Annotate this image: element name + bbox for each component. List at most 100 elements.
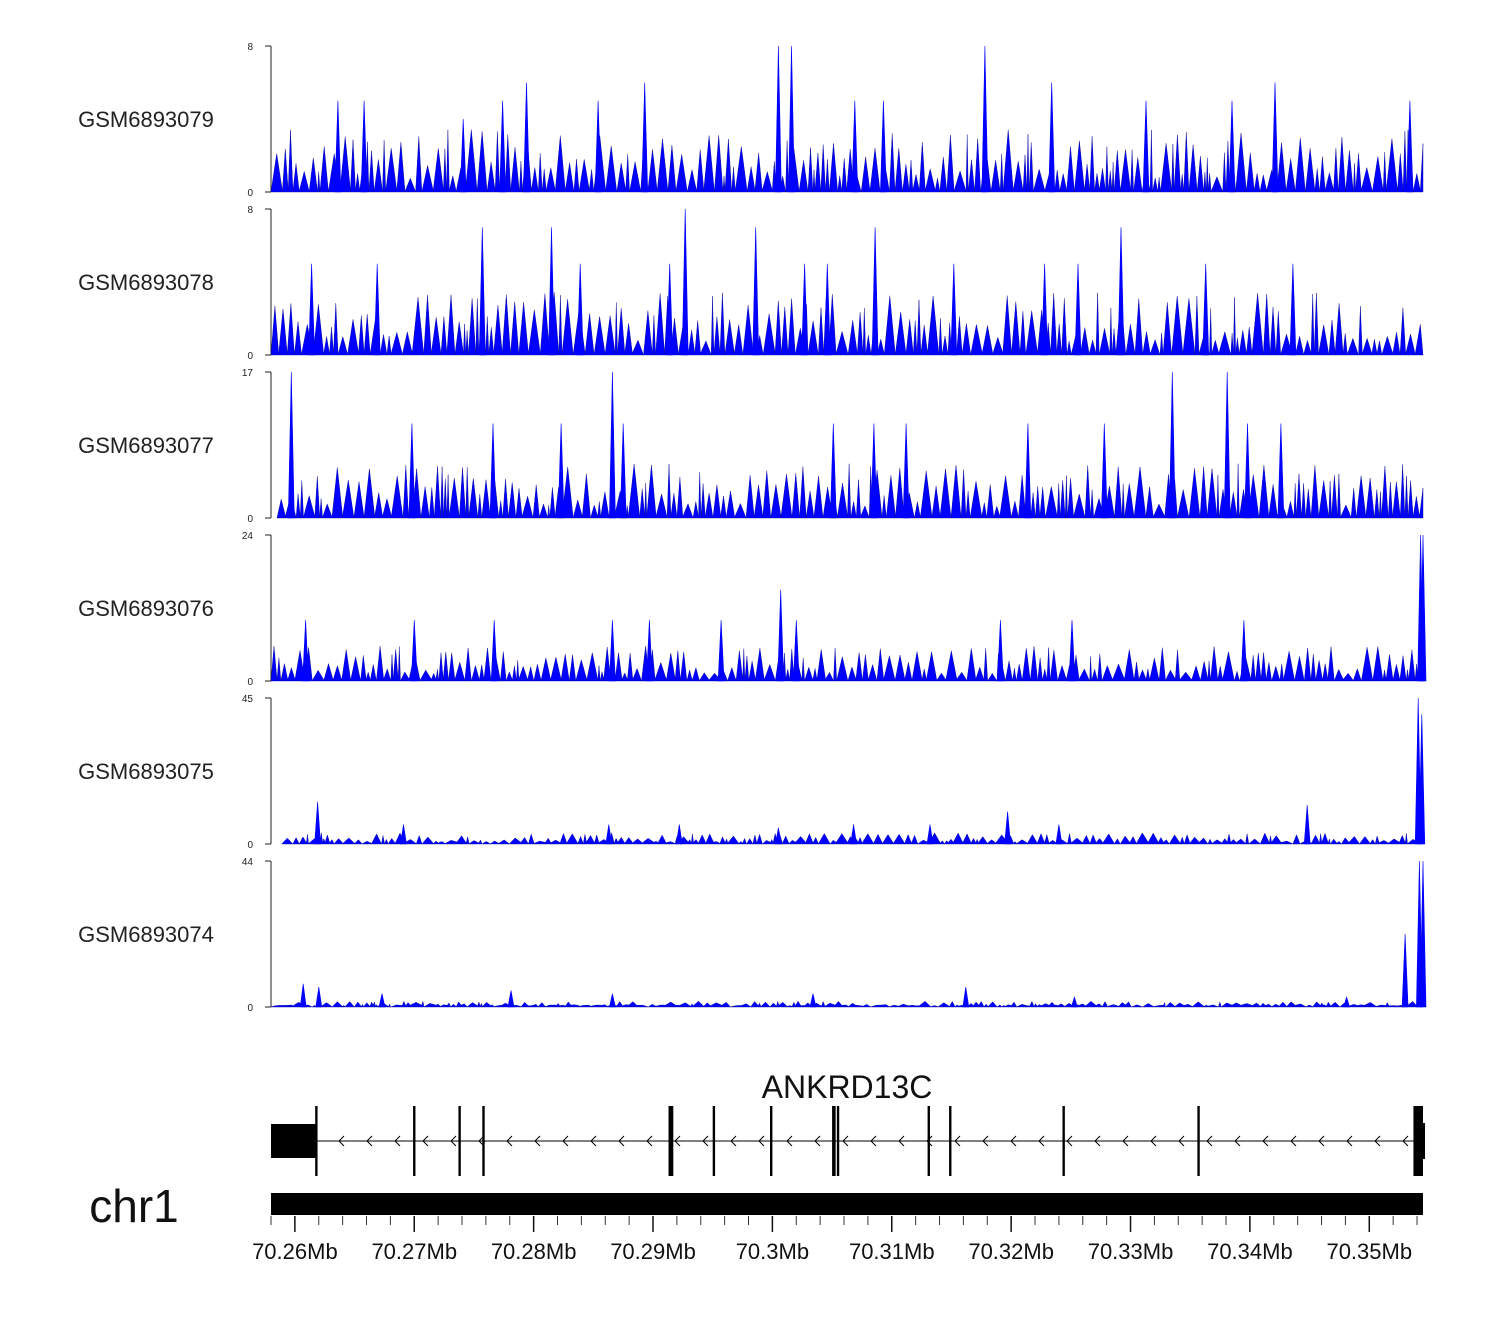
gene-exon [1420,1123,1425,1159]
coverage-peak [666,263,674,356]
coverage-peak [962,987,970,1008]
coverage-peak [1100,423,1108,519]
strand-arrow-icon [450,1135,457,1147]
y-tick-label-min: 0 [247,188,253,199]
strand-arrow-icon [1374,1135,1381,1147]
gene-exon [458,1106,461,1176]
strand-arrow-icon [590,1135,597,1147]
coverage-peak [1168,371,1176,519]
track-GSM6893078: GSM6893078 8 0 [78,205,1424,362]
y-tick-label-max: 8 [247,205,253,216]
gene-exon [271,1124,317,1158]
chromosome-label: chr1 [89,1180,178,1232]
coverage-peak [851,100,859,193]
strand-arrow-icon [898,1135,905,1147]
coverage-peak [1228,100,1236,193]
strand-arrow-icon [366,1135,373,1147]
track-label: GSM6893079 [78,107,214,132]
coverage-peak [1418,714,1426,845]
coverage-peak [1277,423,1285,519]
y-tick-label-max: 17 [242,368,254,379]
y-tick-label-max: 8 [247,42,253,53]
coverage-peak [829,423,837,519]
coverage-peak [880,100,887,193]
coverage-peak [871,227,879,356]
coverage-peak [360,100,368,193]
strand-arrow-icon [506,1135,513,1147]
coverage-peak [788,45,795,193]
gene-exon [949,1106,952,1176]
strand-arrow-icon [702,1135,709,1147]
strand-arrow-icon [758,1135,765,1147]
gene-exon [1062,1106,1065,1176]
y-tick-label-max: 45 [242,694,254,705]
coverage-peak [1074,263,1082,356]
strand-arrow-icon [730,1135,737,1147]
coverage-peak [334,100,342,193]
coverage-peak [548,227,555,356]
gene-name-label: ANKRD13C [762,1069,933,1105]
coverage-peak [681,208,689,356]
strand-arrow-icon [1402,1135,1409,1147]
strand-arrow-icon [394,1135,401,1147]
coverage-peak [902,423,910,519]
x-tick-label: 70.27Mb [371,1239,457,1264]
track-GSM6893076: GSM6893076 24 0 [78,531,1427,688]
gene-exon [413,1106,416,1176]
coverage-peak [408,423,416,519]
strand-arrow-icon [1066,1135,1073,1147]
y-tick-label-max: 44 [242,857,254,868]
coverage-peak [478,227,486,356]
coverage-peak [507,990,515,1008]
coverage-peak [1271,82,1279,193]
coverage-area [281,832,1424,845]
coverage-peak [499,100,506,193]
coverage-peak [801,263,808,356]
gene-exon [1413,1106,1423,1176]
coverage-peak [1202,263,1210,356]
coverage-peak [315,987,323,1008]
coverage-peak [1244,423,1251,519]
coverage-area [276,463,1424,519]
coverage-peak [605,824,613,845]
gene-exon [832,1106,836,1176]
coverage-peak [1401,933,1409,1008]
coverage-peak [981,45,989,193]
coverage-peak [950,263,958,356]
coverage-peak [1142,100,1150,193]
track-GSM6893075: GSM6893075 45 0 [78,694,1426,851]
coverage-peak [675,824,683,845]
track-GSM6893074: GSM6893074 44 0 [78,857,1427,1014]
strand-arrow-icon [1150,1135,1157,1147]
gene-exon [770,1106,773,1176]
strand-arrow-icon [534,1135,541,1147]
strand-arrow-icon [954,1135,961,1147]
track-label: GSM6893076 [78,596,214,621]
coverage-peak [1004,811,1011,845]
coverage-peak [609,620,616,682]
coverage-peak [870,423,878,519]
strand-arrow-icon [1094,1135,1101,1147]
coverage-area [270,646,1424,682]
strand-arrow-icon [674,1135,681,1147]
strand-arrow-icon [1010,1135,1017,1147]
y-tick-label-min: 0 [247,514,253,525]
coverage-peak [378,993,386,1008]
gene-exon [927,1106,930,1176]
coverage-peak [594,100,602,193]
coverage-peak [717,620,725,682]
x-tick-label: 70.34Mb [1207,1239,1293,1264]
coverage-peak [373,263,381,356]
y-tick-label-min: 0 [247,677,253,688]
x-tick-label: 70.3Mb [736,1239,809,1264]
gene-model-track: ANKRD13C [271,1069,1425,1176]
track-label: GSM6893077 [78,433,214,458]
coverage-peak [1048,82,1056,193]
coverage-peak [299,983,307,1008]
x-tick-label: 70.26Mb [252,1239,338,1264]
x-tick-label: 70.33Mb [1088,1239,1174,1264]
strand-arrow-icon [870,1135,877,1147]
strand-arrow-icon [1318,1135,1325,1147]
coverage-peak [1303,805,1311,845]
